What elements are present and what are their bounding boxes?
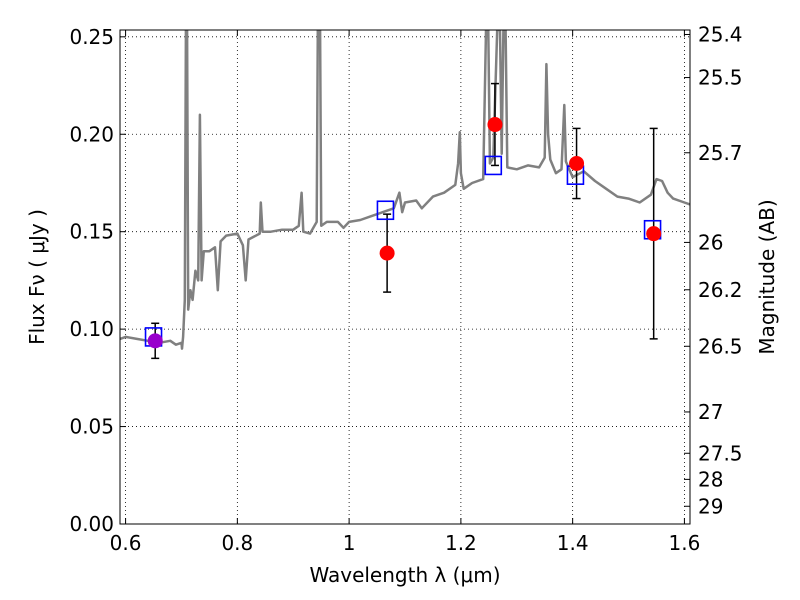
- observed-flux-point: [646, 226, 662, 242]
- y-tick-label: 0.10: [69, 317, 114, 341]
- y2-tick-label: 25.5: [698, 66, 743, 90]
- observed-flux-point: [147, 333, 163, 349]
- y-tick-label: 0.05: [69, 415, 114, 439]
- y2-tick-label: 25.7: [698, 141, 743, 165]
- y2-tick-label: 27.5: [698, 441, 743, 465]
- y-tick-label: 0.15: [69, 220, 114, 244]
- x-tick-label: 0.8: [221, 531, 253, 555]
- y-tick-label: 0.25: [69, 25, 114, 49]
- observed-flux-point: [379, 245, 395, 261]
- y2-tick-label: 27: [698, 400, 723, 424]
- grid: [120, 30, 690, 524]
- y-axis-label: Flux Fν ( μJy ): [25, 209, 49, 345]
- photometry-series: [144, 82, 662, 360]
- y2-tick-label: 26.2: [698, 278, 743, 302]
- axis-ticks: 0.6 0.8 1 1.2 1.4 1.6 0.00 0.05 0.10 0.15 0.20 0.25…: [69, 22, 742, 555]
- spectrum-line: [120, 30, 690, 350]
- x-tick-label: 1.4: [557, 531, 589, 555]
- y-tick-label: 0.00: [69, 512, 114, 536]
- x-tick-label: 1: [343, 531, 356, 555]
- x-axis-label: Wavelength λ (μm): [309, 563, 500, 587]
- y2-tick-label: 25.4: [698, 22, 743, 46]
- y2-tick-label: 28: [698, 467, 723, 491]
- observed-flux-point: [569, 155, 585, 171]
- y-tick-label: 0.20: [69, 122, 114, 146]
- plot-frame: [119, 29, 691, 525]
- y2-tick-label: 29: [698, 494, 723, 518]
- observed-flux-point: [487, 117, 503, 133]
- model-square-point: [484, 155, 503, 176]
- y2-tick-label: 26: [698, 230, 723, 254]
- x-tick-label: 1.6: [669, 531, 701, 555]
- x-tick-label: 0.6: [110, 531, 142, 555]
- y2-axis-label: Magnitude (AB): [755, 199, 779, 354]
- spectrum-series: [120, 30, 690, 350]
- x-tick-label: 1.2: [445, 531, 477, 555]
- y2-tick-label: 26.5: [698, 334, 743, 358]
- model-square-point: [376, 200, 395, 221]
